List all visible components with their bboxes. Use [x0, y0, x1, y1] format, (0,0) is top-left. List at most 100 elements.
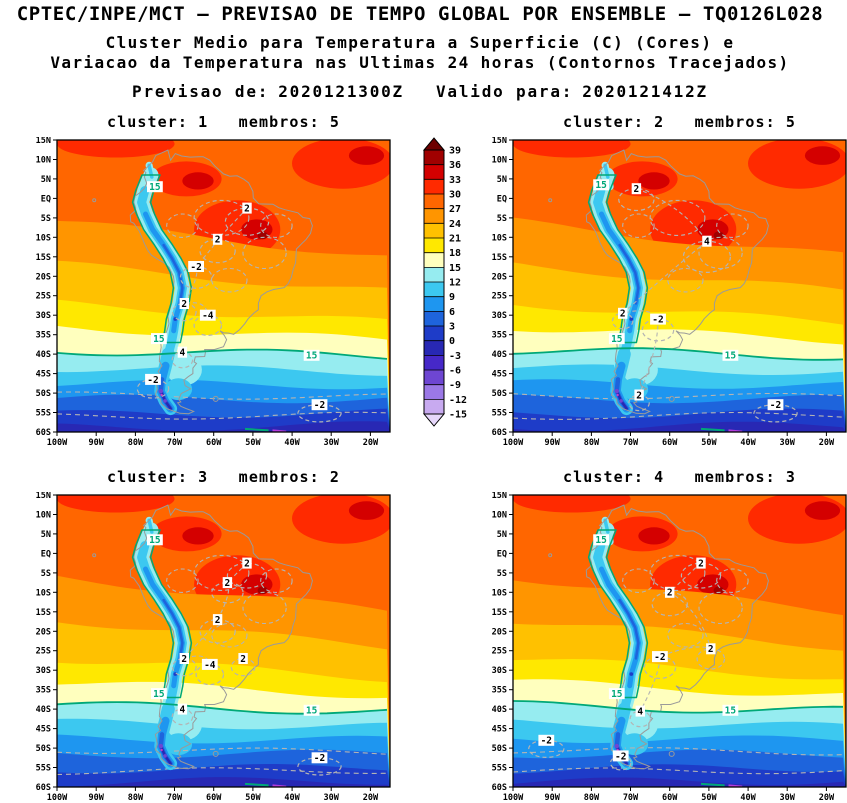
variation-contour	[649, 554, 706, 591]
isotherm-label: 15	[153, 334, 165, 345]
coastline	[129, 504, 313, 770]
lat-axis-label: 10N	[36, 156, 51, 166]
lat-axis-label: 60S	[36, 428, 51, 438]
coastline-island	[548, 553, 553, 558]
lat-axis-label: EQ	[41, 549, 51, 559]
isotherm-label: 15	[611, 334, 623, 345]
colorbar-segment	[424, 282, 444, 298]
isotherm-label-box	[151, 688, 167, 700]
lon-axis-label: 70W	[167, 438, 183, 447]
lon-axis-label: 100W	[503, 438, 524, 447]
lon-axis-label: 60W	[206, 438, 222, 447]
isotherm-label: 15	[725, 706, 737, 717]
variation-contour	[171, 302, 197, 322]
lat-axis-label: 5N	[41, 175, 51, 185]
contour-label-box	[188, 261, 204, 272]
lat-axis-label: 45S	[36, 370, 51, 380]
lat-axis-label: 30S	[36, 666, 51, 676]
variation-contour	[622, 213, 655, 238]
coastline-island	[212, 395, 219, 402]
lat-axis-label: 15S	[36, 253, 51, 263]
lat-axis-label: 35S	[492, 331, 507, 341]
lat-axis-label: 35S	[36, 331, 51, 341]
lat-axis-label: 25S	[492, 647, 507, 657]
panel-title: cluster: 1 membros: 5	[106, 113, 340, 131]
lat-axis-label: 5N	[497, 530, 507, 540]
lat-axis-label: 15N	[36, 492, 51, 501]
warm-anomaly	[748, 495, 846, 544]
isotherm-label: 15	[149, 535, 161, 546]
temperature-band	[57, 421, 390, 432]
lon-axis-label: 90W	[545, 438, 561, 447]
warm-anomaly	[748, 140, 846, 189]
variation-contour	[242, 591, 287, 625]
colorbar-segment	[424, 370, 444, 386]
isotherm-15c	[513, 347, 844, 361]
forecast-init-value: 2020121300Z	[278, 82, 404, 101]
lon-axis-label: 40W	[740, 793, 756, 802]
contour-label-box	[650, 313, 666, 325]
contour-label: 2	[634, 184, 640, 195]
lon-axis-label: 30W	[780, 438, 796, 447]
lat-axis-label: 15N	[36, 137, 51, 146]
colorbar-segment	[424, 223, 444, 239]
panel-title: cluster: 3 membros: 2	[106, 468, 340, 486]
isotherm-label-box	[608, 333, 625, 345]
variation-contour	[609, 755, 632, 771]
lon-axis-label: 20W	[819, 438, 835, 447]
isotherm-label-box	[303, 349, 320, 361]
variation-contour	[57, 411, 388, 420]
lat-axis-label: 25S	[36, 647, 51, 657]
isotherm-label: 15	[725, 351, 737, 362]
lon-axis-label: 80W	[128, 793, 144, 802]
colorbar-segment	[424, 238, 444, 254]
contour-label: 4	[180, 705, 186, 716]
lon-axis-label: 40W	[284, 438, 300, 447]
contour-label-box	[635, 705, 645, 717]
warm-anomaly	[713, 586, 724, 595]
temperature-band	[513, 777, 846, 787]
lat-axis-label: 55S	[36, 409, 51, 419]
contour-label: 2	[698, 559, 704, 570]
warm-anomaly	[292, 495, 390, 544]
warm-anomaly	[804, 501, 841, 520]
lon-axis-label: 70W	[167, 793, 183, 802]
panel-cluster-1: cluster: 1 membros: 5 2 2 -2 2 -4 4 -2 -2 15 15 15 1…	[30, 111, 392, 447]
colorbar-segment	[424, 326, 444, 342]
variation-contour	[57, 391, 388, 400]
isotherm-15c	[513, 700, 844, 714]
lat-axis-label: 25S	[36, 292, 51, 302]
coastline-island	[668, 395, 675, 402]
contour-label: 2	[620, 309, 626, 320]
colorbar-segment	[424, 150, 444, 166]
contour-label-box	[242, 557, 252, 569]
temperature-band	[513, 421, 846, 432]
variation-contour	[513, 411, 844, 420]
contour-label-box	[177, 346, 188, 358]
colorbar-tick-label: 21	[449, 234, 461, 245]
warm-anomaly	[257, 231, 268, 240]
isotherm-label: 15	[306, 351, 318, 362]
contour-label-box	[145, 373, 161, 385]
patagonia-warm-patch	[164, 378, 193, 401]
page-title: CPTEC/INPE/MCT — PREVISAO DE TEMPO GLOBA…	[16, 3, 824, 25]
contour-label-box	[212, 233, 223, 245]
variation-contour	[651, 591, 688, 617]
isotherm-15c	[57, 701, 388, 715]
lat-axis-label: EQ	[497, 549, 507, 559]
variation-contour	[622, 568, 655, 593]
subtitle-line2: Variacao da Temperatura nas Ultimas 24 h…	[50, 53, 790, 72]
contour-label: 2	[636, 390, 642, 401]
lat-axis-label: 55S	[492, 409, 507, 419]
contour-label-box	[631, 183, 642, 195]
lat-axis-label: 5S	[41, 214, 51, 224]
contour-label-box	[696, 557, 706, 569]
colorbar-segment	[424, 267, 444, 283]
lat-axis-label: 15S	[492, 608, 507, 618]
isotherm-label-box	[722, 704, 739, 716]
isotherm-15c	[587, 174, 649, 344]
colorbar-segment	[424, 340, 444, 356]
contour-label: 4	[704, 237, 710, 248]
lon-axis-label: 50W	[245, 793, 261, 802]
map-frame	[512, 139, 847, 433]
